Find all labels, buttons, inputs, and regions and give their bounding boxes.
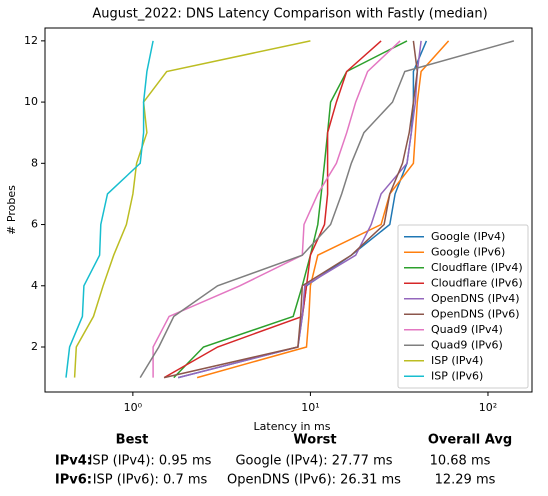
- series-line: [139, 40, 515, 378]
- series-line: [173, 40, 408, 379]
- table-header: Worst: [293, 433, 336, 448]
- series-line: [65, 40, 154, 378]
- table-cell: 10.68 ms: [430, 454, 491, 469]
- table-cell: 12.29 ms: [435, 473, 496, 488]
- y-tick-label: 6: [31, 218, 38, 231]
- y-tick-label: 10: [24, 95, 38, 108]
- legend-box: [397, 224, 529, 389]
- table-cell: OpenDNS (IPv6): 26.31 ms: [227, 473, 401, 488]
- plot-area: [44, 27, 533, 393]
- series-line: [178, 40, 422, 379]
- y-tick-label: 12: [24, 34, 38, 47]
- legend-label: OpenDNS (IPv6): [431, 307, 520, 320]
- series-line: [73, 40, 311, 378]
- x-tick-label: 10⁰: [124, 401, 143, 414]
- legend-label: Google (IPv4): [431, 230, 505, 243]
- row-label: IPv4:: [55, 454, 92, 469]
- row-label: IPv6:: [55, 473, 92, 488]
- legend-label: Quad9 (IPv6): [431, 338, 503, 351]
- legend-label: Google (IPv6): [431, 245, 505, 258]
- y-tick-label: 2: [31, 340, 38, 353]
- series-line: [163, 40, 382, 379]
- legend-label: Cloudflare (IPv6): [431, 276, 523, 289]
- x-axis-label: Latency in ms: [254, 420, 331, 433]
- table-header: Overall Avg: [428, 433, 512, 448]
- legend-label: ISP (IPv6): [431, 369, 483, 382]
- table-cell: ISP (IPv6): 0.7 ms: [93, 473, 208, 488]
- x-tick-label: 10¹: [301, 401, 319, 414]
- chart-title: August_2022: DNS Latency Comparison with…: [92, 7, 487, 22]
- x-tick-label: 10²: [479, 401, 497, 414]
- legend-label: OpenDNS (IPv4): [431, 292, 520, 305]
- series-line: [178, 40, 428, 379]
- y-tick-label: 4: [31, 279, 38, 292]
- series-line: [152, 40, 401, 378]
- table-header: Best: [116, 433, 149, 448]
- series-line: [196, 40, 450, 379]
- y-tick-label: 8: [31, 156, 38, 169]
- legend-label: Cloudflare (IPv4): [431, 261, 523, 274]
- table-cell: Google (IPv4): 27.77 ms: [235, 454, 392, 469]
- legend-label: Quad9 (IPv4): [431, 323, 503, 336]
- series-line: [163, 40, 419, 379]
- table-cell: ISP (IPv4): 0.95 ms: [89, 454, 212, 469]
- y-axis-label: # Probes: [5, 185, 18, 235]
- legend-label: ISP (IPv4): [431, 354, 483, 367]
